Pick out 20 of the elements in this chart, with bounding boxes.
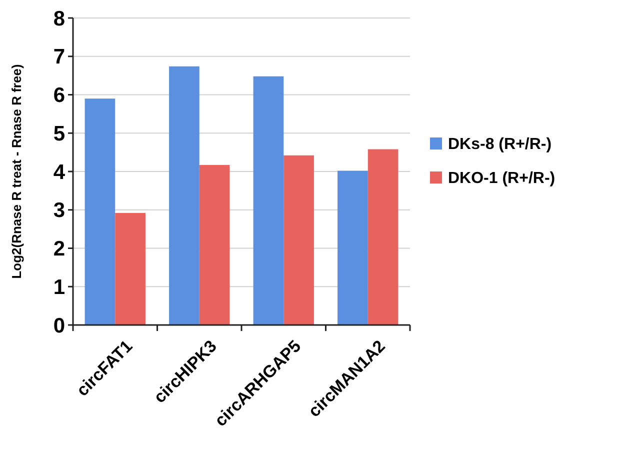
y-tick-label: 6 (53, 84, 65, 108)
bar (338, 170, 368, 325)
legend-label: DKs-8 (R+/R-) (448, 136, 552, 154)
y-tick-label: 4 (53, 160, 66, 184)
y-tick-label: 7 (53, 46, 65, 69)
bar (84, 98, 116, 325)
y-tick-label: 2 (53, 238, 65, 261)
y-axis-title: Log2(Rnase R treat - Rnase R free) (9, 64, 24, 279)
bar (169, 66, 200, 325)
y-tick-label: 0 (53, 314, 65, 338)
y-tick-label: 5 (53, 122, 66, 146)
bar (368, 149, 398, 325)
bar (199, 164, 230, 325)
y-tick-label: 8 (53, 7, 66, 30)
bar (253, 76, 284, 325)
legend-label: DKO-1 (R+/R-) (448, 170, 556, 188)
y-tick-label: 3 (53, 199, 65, 222)
bar (115, 212, 146, 325)
bar (284, 155, 314, 325)
y-tick-label: 1 (53, 276, 66, 299)
